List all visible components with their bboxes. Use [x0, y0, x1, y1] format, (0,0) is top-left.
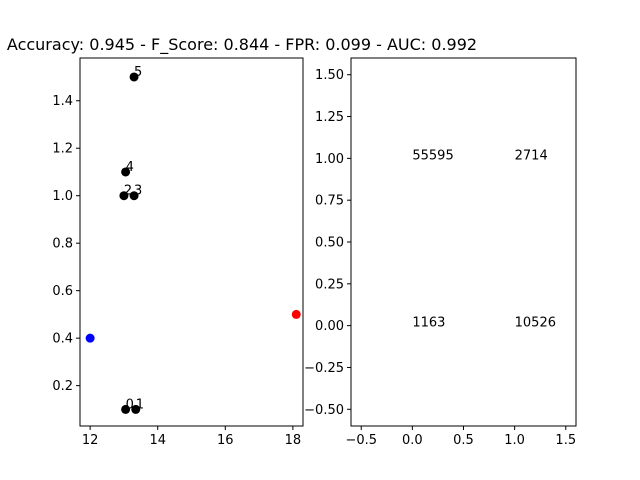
matrix-cell-value: 10526	[515, 316, 556, 331]
left-x-tick-label: 16	[217, 433, 234, 448]
left-y-tick-label: 1.4	[52, 94, 73, 109]
left-y-tick-label: 1.0	[52, 189, 73, 204]
point-annotation: 5	[134, 65, 142, 80]
right-y-tick-label: −0.50	[304, 403, 344, 418]
scatter-point	[85, 333, 95, 343]
point-annotation: 3	[134, 184, 142, 199]
scatter-point	[129, 72, 139, 82]
scatter-point	[121, 404, 131, 414]
scatter-point	[129, 191, 139, 201]
left-frame	[79, 57, 304, 427]
right-y-tick-label: 0.50	[315, 236, 344, 251]
left-y-tick-label: 0.8	[52, 237, 73, 252]
matrix-cell-value: 55595	[412, 148, 453, 163]
scatter-point	[119, 191, 129, 201]
right-y-tick-label: 0.75	[315, 194, 344, 209]
point-annotation: 0	[126, 397, 134, 412]
right-y-tick-label: 1.50	[315, 68, 344, 83]
scatter-point	[291, 309, 301, 319]
left-y-tick-label: 0.6	[52, 284, 73, 299]
point-annotation: 1	[136, 397, 144, 412]
right-y-tick-label: 1.25	[315, 110, 344, 125]
matrix-cell-value: 2714	[515, 148, 548, 163]
left-scatter-axes: 12 14 16 180.20.40.60.81.01.21.40 12 345	[52, 57, 304, 448]
left-y-tick-label: 0.4	[52, 332, 73, 347]
right-frame	[350, 57, 577, 427]
right-y-tick-label: 1.00	[315, 152, 344, 167]
right-y-tick-label: 0.25	[315, 277, 344, 292]
left-x-tick-label: 12	[82, 433, 99, 448]
right-y-tick-label: 0.00	[315, 319, 344, 334]
scatter-point	[121, 167, 131, 177]
right-x-tick-label: 0.5	[453, 433, 474, 448]
right-y-tick-label: −0.25	[304, 361, 344, 376]
point-annotation: 2	[124, 184, 132, 199]
matrix-cell-value: 1163	[412, 316, 445, 331]
right-x-tick-label: −0.5	[345, 433, 377, 448]
right-matrix-axes: −0.5 0.0 0.5 1.0 1.5 −0.50 −0.25 0.00 0.25 0.50 0.…	[304, 57, 577, 448]
scatter-point	[131, 404, 141, 414]
right-x-tick-label: 1.0	[504, 433, 525, 448]
left-y-tick-label: 0.2	[52, 379, 73, 394]
left-x-tick-label: 18	[285, 433, 302, 448]
left-x-tick-label: 14	[149, 433, 166, 448]
left-y-tick-label: 1.2	[52, 142, 73, 157]
point-annotation: 4	[126, 160, 134, 175]
chart-title: Accuracy: 0.945 - F_Score: 0.844 - FPR: …	[7, 35, 477, 55]
right-x-tick-label: 0.0	[402, 433, 423, 448]
right-x-tick-label: 1.5	[555, 433, 576, 448]
